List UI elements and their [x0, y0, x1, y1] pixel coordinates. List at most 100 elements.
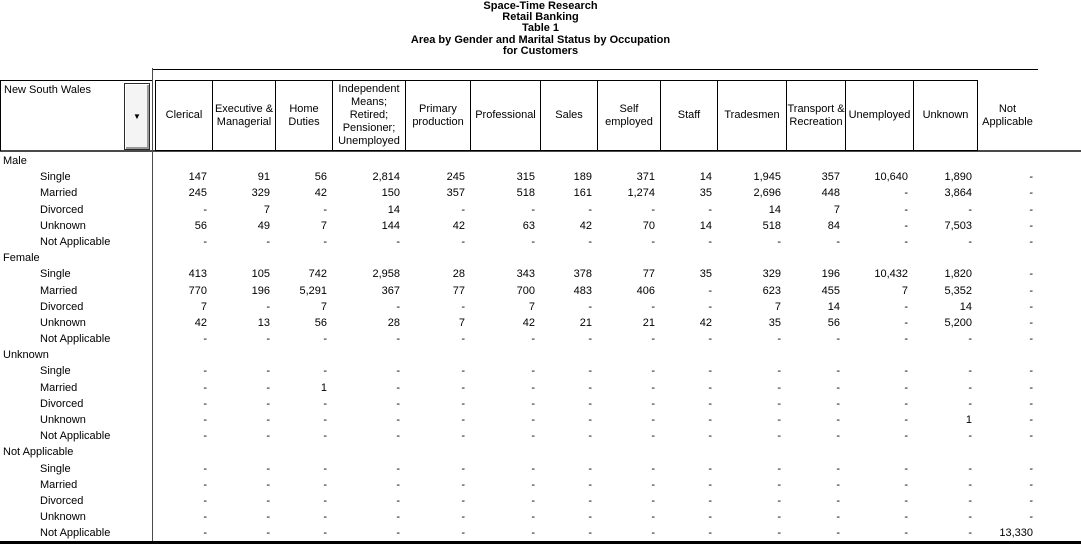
- value-cell: 189: [573, 171, 592, 184]
- value-cell: 1,820: [944, 268, 972, 281]
- value-cell: -: [588, 397, 592, 410]
- value-cell: -: [396, 478, 400, 491]
- value-cell: -: [203, 494, 207, 507]
- value-cell: -: [396, 365, 400, 378]
- data-row: Divorced - 7 - 14 - - - - - 14 7 - - -: [0, 202, 1081, 218]
- value-cell: -: [323, 235, 327, 248]
- data-row: Married 245 329 42 150 357 518 161 1,274 35 2,696 4…: [0, 185, 1081, 201]
- value-cell: -: [836, 511, 840, 524]
- value-cell: 7: [458, 316, 465, 329]
- value-cell: -: [461, 511, 465, 524]
- value-cell: -: [588, 365, 592, 378]
- value-cell: -: [203, 203, 207, 216]
- value-cell: 378: [573, 268, 592, 281]
- value-cell: 42: [194, 316, 207, 329]
- value-cell: 150: [381, 187, 400, 200]
- value-cell: -: [1029, 187, 1033, 200]
- value-cell: 10,640: [874, 171, 908, 184]
- value-cell: -: [588, 333, 592, 346]
- value-cell: -: [531, 462, 535, 475]
- value-cell: -: [588, 494, 592, 507]
- value-cell: -: [266, 333, 270, 346]
- value-cell: -: [461, 235, 465, 248]
- value-cell: -: [1029, 430, 1033, 443]
- value-cell: -: [968, 365, 972, 378]
- group-row-male: Male: [0, 153, 1081, 169]
- row-label: Single: [40, 268, 71, 281]
- row-label-divider-rule: [152, 68, 153, 544]
- value-cell: -: [266, 430, 270, 443]
- data-row: Unknown - - - - - - - - - - - - - -: [0, 509, 1081, 525]
- value-cell: -: [396, 511, 400, 524]
- value-cell: -: [323, 478, 327, 491]
- value-cell: 28: [452, 268, 465, 281]
- value-cell: -: [651, 397, 655, 410]
- column-header-transport-recreation: Transport & Recreation: [786, 80, 846, 151]
- value-cell: 63: [522, 219, 535, 232]
- row-label: Divorced: [40, 397, 84, 410]
- value-cell: 14: [699, 219, 712, 232]
- value-cell: 7: [528, 300, 535, 313]
- value-cell: -: [651, 462, 655, 475]
- value-cell: 770: [188, 284, 207, 297]
- value-cell: 77: [642, 268, 655, 281]
- value-cell: -: [323, 203, 327, 216]
- value-cell: -: [461, 430, 465, 443]
- value-cell: -: [836, 381, 840, 394]
- value-cell: -: [203, 365, 207, 378]
- value-cell: 367: [381, 284, 400, 297]
- value-cell: 56: [194, 219, 207, 232]
- group-row-not-applicable: Not Applicable: [0, 444, 1081, 460]
- value-cell: -: [904, 365, 908, 378]
- value-cell: -: [461, 333, 465, 346]
- row-label: Single: [40, 365, 71, 378]
- title-line-1: Space-Time Research: [483, 0, 598, 12]
- value-cell: 518: [762, 219, 781, 232]
- value-cell: -: [777, 235, 781, 248]
- value-cell: 21: [579, 316, 592, 329]
- value-cell: 483: [573, 284, 592, 297]
- value-cell: -: [531, 511, 535, 524]
- value-cell: 91: [257, 171, 270, 184]
- column-header-tradesmen: Tradesmen: [717, 80, 787, 151]
- value-cell: 1: [965, 414, 972, 426]
- group-label: Unknown: [3, 349, 49, 362]
- value-cell: 623: [762, 284, 781, 297]
- value-cell: -: [396, 430, 400, 443]
- report-title-block: Space-Time Research Retail Banking Table…: [0, 0, 1081, 57]
- value-cell: 357: [821, 171, 840, 184]
- value-cell: -: [1029, 414, 1033, 426]
- value-cell: -: [708, 300, 712, 313]
- value-cell: -: [266, 511, 270, 524]
- value-cell: -: [396, 381, 400, 394]
- value-cell: 245: [446, 171, 465, 184]
- column-header-professional: Professional: [470, 80, 541, 151]
- group-label: Male: [3, 155, 27, 167]
- value-cell: -: [461, 478, 465, 491]
- value-cell: -: [1029, 300, 1033, 313]
- value-cell: 42: [314, 187, 327, 200]
- value-cell: -: [651, 494, 655, 507]
- column-header-independent-means-retired-pensioner-unemployed: Independent Means; Retired; Pensioner; U…: [332, 80, 406, 151]
- value-cell: 5,352: [944, 284, 972, 297]
- value-cell: 196: [251, 284, 270, 297]
- value-cell: -: [968, 430, 972, 443]
- value-cell: -: [968, 333, 972, 346]
- value-cell: -: [588, 478, 592, 491]
- value-cell: -: [461, 527, 465, 540]
- value-cell: -: [651, 381, 655, 394]
- header-separator-rule: [0, 150, 1081, 152]
- data-row: Not Applicable - - - - - - - - - - - - - 13,330: [0, 525, 1081, 541]
- value-cell: 13,330: [999, 527, 1033, 540]
- value-cell: 84: [827, 219, 840, 232]
- value-cell: 7: [320, 300, 327, 313]
- value-cell: -: [588, 235, 592, 248]
- header-top-rule: [153, 69, 1038, 70]
- value-cell: -: [708, 365, 712, 378]
- value-cell: -: [203, 430, 207, 443]
- area-dropdown-button[interactable]: ▼: [124, 83, 150, 150]
- value-cell: -: [708, 397, 712, 410]
- value-cell: -: [777, 494, 781, 507]
- value-cell: -: [531, 333, 535, 346]
- data-row: Married 770 196 5,291 367 77 700 483 406 - 623 455 7…: [0, 283, 1081, 299]
